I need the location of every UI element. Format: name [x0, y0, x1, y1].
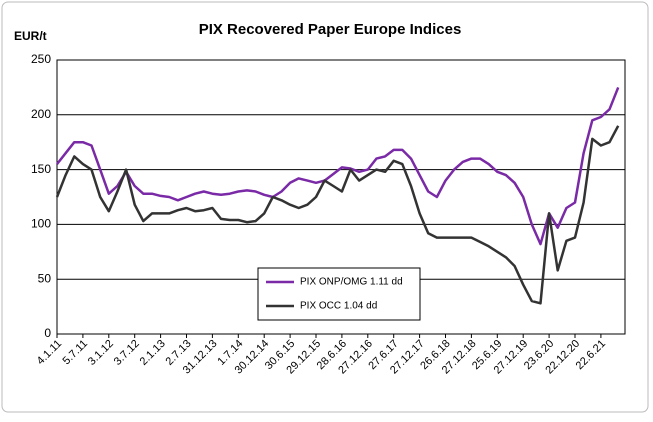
y-tick-label: 50 — [38, 271, 52, 285]
frame — [1, 1, 649, 413]
y-tick-label: 250 — [31, 52, 51, 66]
y-tick-label: 100 — [31, 217, 51, 231]
chart-title: PIX Recovered Paper Europe Indices — [199, 21, 462, 38]
series-line — [56, 86, 620, 246]
y-tick-label: 150 — [31, 162, 51, 176]
legend-label: PIX OCC 1.04 dd — [300, 301, 377, 312]
series-line — [55, 125, 620, 305]
y-axis-label: EUR/t — [14, 29, 47, 43]
y-tick-label: 200 — [31, 107, 51, 121]
y-tick-label: 0 — [44, 326, 51, 340]
legend-label: PIX ONP/OMG 1.11 dd — [300, 277, 403, 288]
legend-box — [257, 267, 421, 321]
